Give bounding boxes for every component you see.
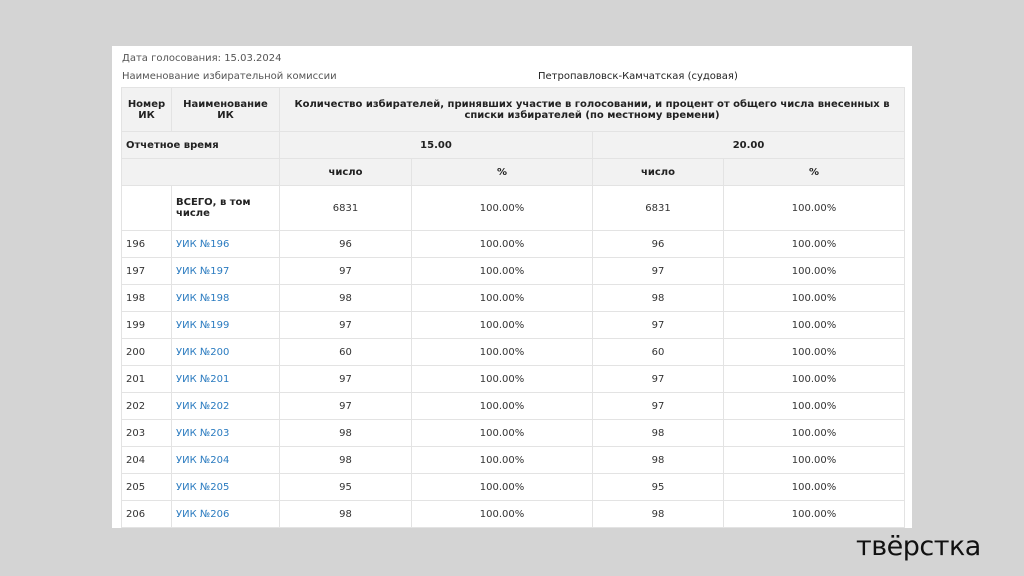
total-label: ВСЕГО, в том числе: [171, 185, 280, 231]
uik-number: 205: [121, 473, 172, 501]
total-row: ВСЕГО, в том числе 6831 100.00% 6831 100…: [121, 185, 906, 231]
pct-1500: 100.00%: [411, 365, 593, 393]
pct-2000: 100.00%: [722, 311, 906, 339]
pct-header: %: [722, 158, 906, 186]
count-2000: 60: [592, 338, 724, 366]
uik-number: 197: [121, 257, 172, 285]
count-2000: 98: [592, 284, 724, 312]
count-2000: 98: [592, 500, 724, 528]
table-row: 200 УИК №200 60 100.00% 60 100.00%: [121, 338, 906, 366]
pct-1500: 100.00%: [411, 419, 593, 447]
time-2000: 20.00: [591, 131, 906, 159]
uik-link[interactable]: УИК №206: [176, 508, 230, 520]
total-count-2000: 6831: [592, 185, 724, 231]
pct-2000: 100.00%: [722, 257, 906, 285]
table-row: 201 УИК №201 97 100.00% 97 100.00%: [121, 365, 906, 393]
pct-2000: 100.00%: [722, 500, 906, 528]
count-2000: 98: [592, 446, 724, 474]
count-1500: 97: [279, 311, 412, 339]
pct-header: %: [411, 158, 593, 186]
count-header: число: [279, 158, 412, 186]
total-pct-2000: 100.00%: [722, 185, 906, 231]
table-row: 199 УИК №199 97 100.00% 97 100.00%: [121, 311, 906, 339]
table-row: 196 УИК №196 96 100.00% 96 100.00%: [121, 230, 906, 258]
table-row: 204 УИК №204 98 100.00% 98 100.00%: [121, 446, 906, 474]
count-1500: 98: [279, 500, 412, 528]
count-1500: 95: [279, 473, 412, 501]
count-2000: 97: [592, 365, 724, 393]
count-2000: 97: [592, 311, 724, 339]
uik-link[interactable]: УИК №198: [176, 292, 230, 304]
table-row: 203 УИК №203 98 100.00% 98 100.00%: [121, 419, 906, 447]
table-row: 197 УИК №197 97 100.00% 97 100.00%: [121, 257, 906, 285]
count-1500: 97: [279, 365, 412, 393]
uik-number: 206: [121, 500, 172, 528]
uik-number: 203: [121, 419, 172, 447]
pct-1500: 100.00%: [411, 311, 593, 339]
time-1500: 15.00: [279, 131, 593, 159]
count-1500: 97: [279, 392, 412, 420]
uik-number: 200: [121, 338, 172, 366]
turnout-table: Номер ИК Наименование ИК Количество изби…: [121, 87, 906, 528]
pct-1500: 100.00%: [411, 473, 593, 501]
count-1500: 98: [279, 446, 412, 474]
pct-1500: 100.00%: [411, 446, 593, 474]
pct-2000: 100.00%: [722, 230, 906, 258]
pct-1500: 100.00%: [411, 338, 593, 366]
pct-2000: 100.00%: [722, 365, 906, 393]
count-2000: 96: [592, 230, 724, 258]
count-1500: 60: [279, 338, 412, 366]
pct-2000: 100.00%: [722, 392, 906, 420]
pct-2000: 100.00%: [722, 446, 906, 474]
uik-link[interactable]: УИК №197: [176, 265, 230, 277]
count-2000: 98: [592, 419, 724, 447]
count-2000: 97: [592, 392, 724, 420]
pct-1500: 100.00%: [411, 500, 593, 528]
results-card: Дата голосования: 15.03.2024 Наименовани…: [112, 46, 912, 528]
commission-label: Наименование избирательной комиссии: [122, 71, 337, 82]
pct-2000: 100.00%: [722, 338, 906, 366]
tverstka-logo: твёрстка: [856, 531, 981, 562]
uik-link[interactable]: УИК №200: [176, 346, 230, 358]
count-1500: 97: [279, 257, 412, 285]
report-time-label: Отчетное время: [121, 131, 280, 159]
header-turnout: Количество избирателей, принявших участи…: [278, 87, 906, 132]
total-count-1500: 6831: [279, 185, 412, 231]
count-2000: 95: [592, 473, 724, 501]
uik-number: 196: [121, 230, 172, 258]
uik-number: 204: [121, 446, 172, 474]
uik-link[interactable]: УИК №203: [176, 427, 230, 439]
table-row: 205 УИК №205 95 100.00% 95 100.00%: [121, 473, 906, 501]
uik-link[interactable]: УИК №199: [176, 319, 230, 331]
uik-link[interactable]: УИК №202: [176, 400, 230, 412]
total-pct-1500: 100.00%: [411, 185, 593, 231]
count-1500: 98: [279, 419, 412, 447]
pct-2000: 100.00%: [722, 284, 906, 312]
commission-name: Петропавловск-Камчатская (судовая): [538, 71, 738, 82]
count-2000: 97: [592, 257, 724, 285]
count-1500: 96: [279, 230, 412, 258]
pct-2000: 100.00%: [722, 473, 906, 501]
pct-2000: 100.00%: [722, 419, 906, 447]
pct-1500: 100.00%: [411, 284, 593, 312]
table-row: 206 УИК №206 98 100.00% 98 100.00%: [121, 500, 906, 528]
uik-link[interactable]: УИК №201: [176, 373, 230, 385]
uik-number: 198: [121, 284, 172, 312]
pct-1500: 100.00%: [411, 230, 593, 258]
uik-number: 202: [121, 392, 172, 420]
header-num: Номер ИК: [121, 87, 172, 132]
uik-link[interactable]: УИК №196: [176, 238, 230, 250]
header-name: Наименование ИК: [171, 87, 280, 132]
uik-link[interactable]: УИК №205: [176, 481, 230, 493]
table-row: 202 УИК №202 97 100.00% 97 100.00%: [121, 392, 906, 420]
uik-number: 201: [121, 365, 172, 393]
voting-date: Дата голосования: 15.03.2024: [122, 53, 282, 64]
uik-link[interactable]: УИК №204: [176, 454, 230, 466]
uik-number: 199: [121, 311, 172, 339]
pct-1500: 100.00%: [411, 392, 593, 420]
pct-1500: 100.00%: [411, 257, 593, 285]
count-header: число: [592, 158, 724, 186]
count-1500: 98: [279, 284, 412, 312]
table-row: 198 УИК №198 98 100.00% 98 100.00%: [121, 284, 906, 312]
